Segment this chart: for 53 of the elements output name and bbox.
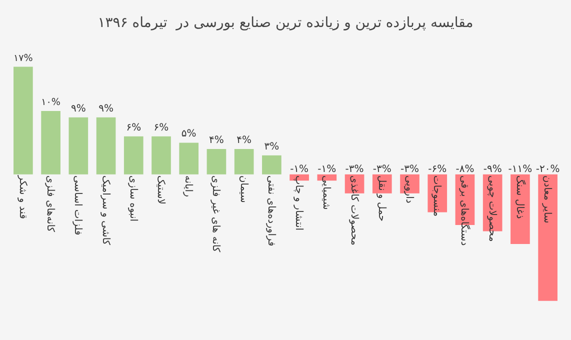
x-tick-label: سایر معادن bbox=[542, 175, 553, 224]
x-tick-label: محصولات چوبی bbox=[486, 175, 498, 242]
x-tick-label: کانه‌های فلزی bbox=[44, 175, 56, 232]
data-label: -۳% bbox=[345, 164, 364, 175]
x-tick-label: حمل و نقل bbox=[376, 175, 387, 222]
x-tick-label: فلزات اساسی bbox=[72, 175, 84, 236]
data-label: -۱۱% bbox=[508, 164, 532, 175]
data-label: -۶% bbox=[428, 164, 447, 175]
x-tick-label: قند و شکر bbox=[16, 174, 28, 220]
data-label: ۶% bbox=[154, 122, 169, 134]
data-label: ۴% bbox=[236, 135, 252, 146]
x-tick-label: محصولات کاغذی bbox=[348, 175, 360, 246]
data-label: ۹% bbox=[70, 103, 86, 114]
data-label: -۳% bbox=[372, 164, 392, 175]
bar bbox=[68, 117, 88, 174]
x-tick-label: منسوجات bbox=[431, 175, 442, 216]
bar bbox=[234, 149, 254, 174]
bar bbox=[510, 174, 530, 244]
bar bbox=[41, 111, 60, 174]
x-tick-label: انتشار و چاپ bbox=[293, 175, 304, 231]
bar bbox=[179, 142, 199, 174]
data-label: ۵% bbox=[181, 128, 196, 140]
data-label: ۱۷% bbox=[14, 52, 33, 64]
data-label: -۸% bbox=[456, 164, 474, 175]
data-label: ۳% bbox=[264, 141, 280, 152]
x-tick-label: لاستیک bbox=[155, 175, 166, 204]
x-tick-label: دستگاه‌های برقی bbox=[458, 175, 471, 246]
bar bbox=[96, 117, 116, 174]
x-tick-label: شیمیایی bbox=[320, 175, 332, 210]
bar bbox=[14, 66, 33, 174]
x-tick-label: فراورده‌های نفتی bbox=[265, 175, 276, 247]
data-label: -۹% bbox=[483, 164, 502, 175]
bar bbox=[124, 136, 144, 174]
x-tick-label: کانه های غیر فلزی bbox=[210, 175, 222, 252]
data-label: -۳% bbox=[400, 164, 419, 175]
bar bbox=[152, 136, 171, 174]
bar bbox=[262, 155, 282, 174]
data-label: -۱% bbox=[318, 164, 336, 175]
chart-title: مقایسه پربازده ترین و زیانده ترین صنایع بورسی در تیرماه ۱۳۹۶ bbox=[98, 14, 474, 31]
data-label: ۹% bbox=[98, 103, 114, 114]
data-label: -۱% bbox=[290, 164, 309, 175]
x-tick-label: ذغال سنگ bbox=[514, 175, 526, 219]
x-tick-label: رایانه bbox=[182, 175, 194, 198]
x-tick-label: کاشی و سرامیک bbox=[100, 175, 111, 246]
bar bbox=[206, 149, 226, 174]
bar bbox=[538, 174, 558, 301]
data-label: ۱۰% bbox=[41, 97, 60, 108]
data-label: ۴% bbox=[209, 135, 224, 146]
x-tick-label: انبوه سازی bbox=[127, 175, 138, 222]
data-label: -۲۰% bbox=[536, 164, 560, 175]
x-tick-label: دارویی bbox=[404, 175, 414, 204]
data-label: ۶% bbox=[126, 122, 142, 134]
x-tick-label: سیمان bbox=[238, 175, 249, 203]
